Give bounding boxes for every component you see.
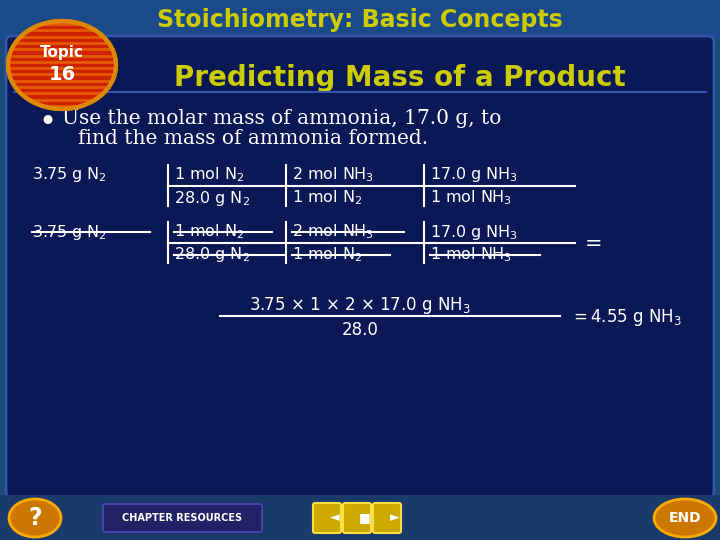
- Text: 3.75 $\times$ 1 $\times$ 2 $\times$ 17.0 g NH$_3$: 3.75 $\times$ 1 $\times$ 2 $\times$ 17.0…: [249, 295, 471, 316]
- Text: 17.0 g NH$_3$: 17.0 g NH$_3$: [430, 165, 518, 185]
- Text: Predicting Mass of a Product: Predicting Mass of a Product: [174, 64, 626, 92]
- Text: 1 mol N$_2$: 1 mol N$_2$: [174, 222, 244, 241]
- Text: CHAPTER RESOURCES: CHAPTER RESOURCES: [122, 513, 242, 523]
- Text: 3.75 g N$_2$: 3.75 g N$_2$: [32, 165, 107, 185]
- Text: Topic: Topic: [40, 45, 84, 60]
- FancyBboxPatch shape: [6, 36, 714, 498]
- Text: 1 mol N$_2$: 1 mol N$_2$: [174, 166, 244, 184]
- Bar: [0, 0, 720, 40]
- Text: 1 mol N$_2$: 1 mol N$_2$: [292, 188, 362, 207]
- Ellipse shape: [8, 21, 116, 109]
- Text: $= 4.55$ g NH$_3$: $= 4.55$ g NH$_3$: [570, 307, 682, 327]
- FancyBboxPatch shape: [373, 503, 401, 533]
- Text: 1 mol NH$_3$: 1 mol NH$_3$: [430, 246, 512, 265]
- Text: 17.0 g NH$_3$: 17.0 g NH$_3$: [430, 222, 518, 241]
- Text: •: •: [38, 107, 56, 137]
- Ellipse shape: [9, 499, 61, 537]
- Text: Use the molar mass of ammonia, 17.0 g, to: Use the molar mass of ammonia, 17.0 g, t…: [62, 109, 501, 127]
- Text: 2 mol NH$_3$: 2 mol NH$_3$: [292, 222, 374, 241]
- Bar: [0, 495, 720, 540]
- Ellipse shape: [654, 499, 716, 537]
- Text: ■: ■: [359, 511, 371, 524]
- FancyBboxPatch shape: [343, 503, 371, 533]
- Text: =: =: [585, 233, 603, 253]
- Text: 1 mol N$_2$: 1 mol N$_2$: [292, 246, 362, 265]
- Text: ◄: ◄: [330, 511, 340, 524]
- Text: ►: ►: [390, 511, 400, 524]
- FancyBboxPatch shape: [313, 503, 341, 533]
- Text: 1 mol NH$_3$: 1 mol NH$_3$: [430, 188, 512, 207]
- Text: 28.0 g N$_2$: 28.0 g N$_2$: [174, 246, 250, 265]
- Text: END: END: [669, 511, 701, 525]
- FancyBboxPatch shape: [103, 504, 262, 532]
- Text: Stoichiometry: Basic Concepts: Stoichiometry: Basic Concepts: [157, 8, 563, 32]
- Text: find the mass of ammonia formed.: find the mass of ammonia formed.: [78, 129, 428, 147]
- Text: ?: ?: [28, 506, 42, 530]
- Text: 28.0 g N$_2$: 28.0 g N$_2$: [174, 188, 250, 207]
- Text: 28.0: 28.0: [341, 321, 379, 339]
- Text: 2 mol NH$_3$: 2 mol NH$_3$: [292, 166, 374, 184]
- Text: 3.75 g N$_2$: 3.75 g N$_2$: [32, 222, 107, 241]
- Text: 16: 16: [48, 65, 76, 84]
